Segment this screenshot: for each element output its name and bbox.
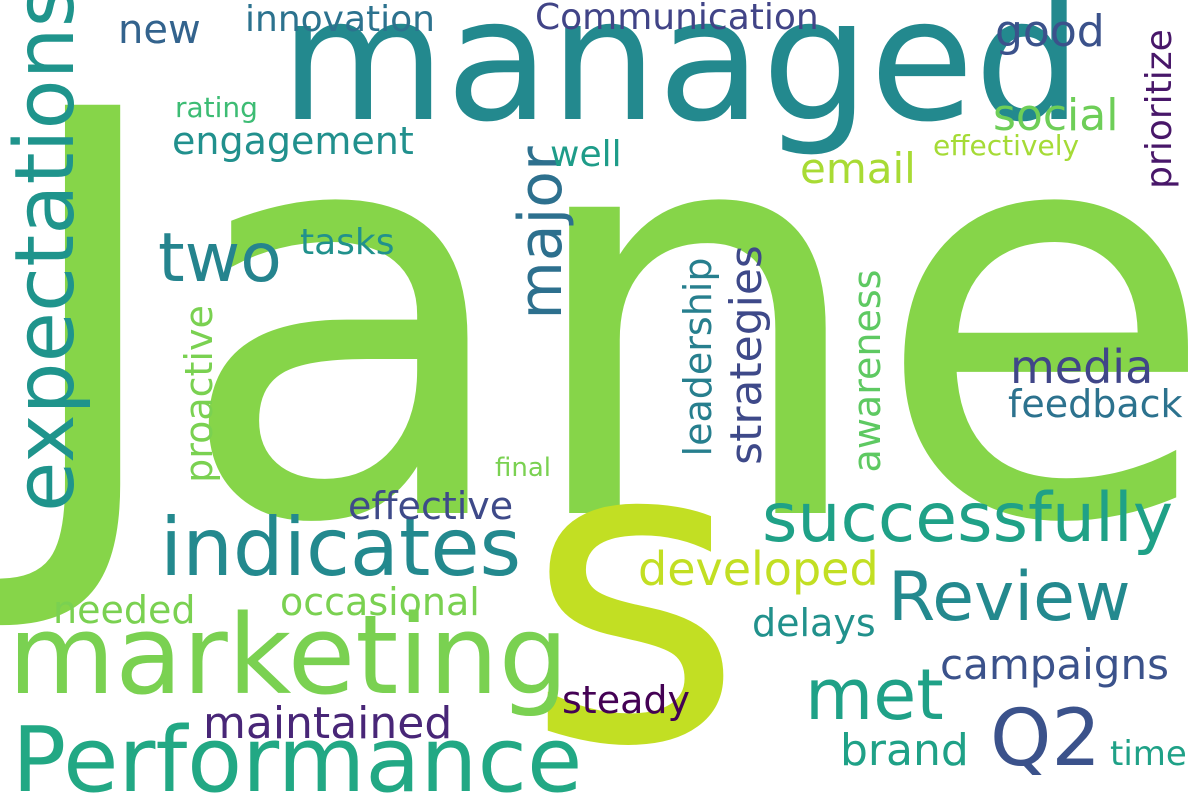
word-feedback: feedback: [1008, 382, 1183, 426]
word-social: social: [993, 90, 1119, 141]
word-time: time: [1110, 734, 1187, 774]
word-leadership: leadership: [676, 257, 720, 457]
word-occasional: occasional: [280, 580, 480, 624]
word-engagement: engagement: [172, 119, 414, 163]
word-jane: Jane: [10, 0, 1200, 646]
word-needed: needed: [53, 588, 196, 632]
word-good: good: [995, 6, 1105, 57]
word-marketing: marketing: [8, 591, 569, 719]
word-strategies: strategies: [721, 245, 772, 465]
word-steady: steady: [562, 678, 690, 722]
word-rating: rating: [175, 91, 258, 124]
word-delays: delays: [752, 601, 876, 645]
word-effectively: effectively: [933, 129, 1080, 162]
word-maintained: maintained: [203, 698, 453, 749]
word-campaigns: campaigns: [940, 640, 1169, 689]
word-effective: effective: [348, 484, 514, 528]
word-two: two: [158, 219, 282, 298]
word-proactive: proactive: [177, 305, 221, 483]
word-s: s: [525, 350, 744, 800]
word-media: media: [1010, 340, 1154, 394]
word-review: Review: [888, 558, 1131, 637]
word-final: final: [495, 453, 552, 483]
word-brand: brand: [840, 725, 969, 776]
word-innovation: innovation: [245, 0, 435, 40]
word-awareness: awareness: [845, 269, 889, 473]
word-prioritize: prioritize: [1139, 29, 1180, 189]
word-new: new: [118, 7, 201, 53]
word-indicates: indicates: [160, 501, 522, 594]
word-email: email: [800, 144, 916, 193]
word-expectations: expectations: [0, 0, 93, 512]
word-met: met: [805, 654, 944, 736]
word-developed: developed: [638, 542, 879, 596]
word-tasks: tasks: [300, 222, 395, 263]
word-successfully: successfully: [762, 479, 1174, 558]
word-managed: managed: [280, 0, 1083, 160]
word-communication: Communication: [535, 0, 819, 38]
word-q2: Q2: [990, 694, 1102, 784]
word-performance: Performance: [12, 708, 583, 800]
word-well: well: [550, 134, 622, 175]
